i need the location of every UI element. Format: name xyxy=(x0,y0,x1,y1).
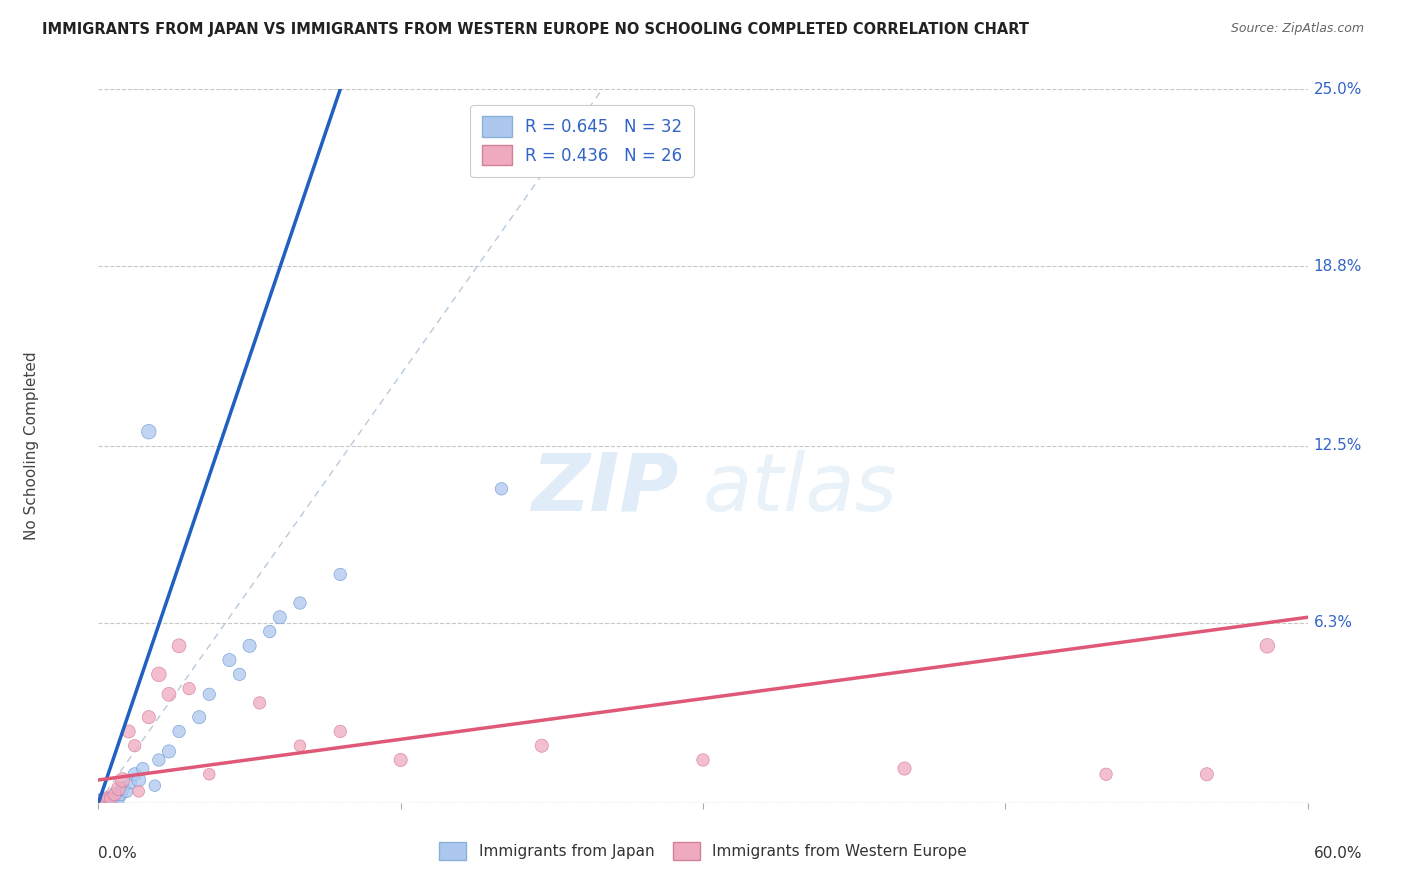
Point xyxy=(132,762,155,776)
Point xyxy=(530,739,553,753)
Point xyxy=(128,784,150,798)
Point xyxy=(111,772,134,787)
Point xyxy=(1095,767,1118,781)
Point xyxy=(188,710,211,724)
Point xyxy=(491,482,513,496)
Point xyxy=(103,787,125,801)
Point xyxy=(93,794,115,808)
Point xyxy=(91,793,114,807)
Legend: Immigrants from Japan, Immigrants from Western Europe: Immigrants from Japan, Immigrants from W… xyxy=(433,836,973,866)
Text: 18.8%: 18.8% xyxy=(1313,259,1362,274)
Point xyxy=(120,776,142,790)
Point xyxy=(96,790,118,805)
Point xyxy=(97,793,120,807)
Point xyxy=(89,794,111,808)
Point xyxy=(269,610,291,624)
Point xyxy=(1195,767,1218,781)
Point xyxy=(124,767,146,781)
Text: atlas: atlas xyxy=(703,450,898,528)
Point xyxy=(1256,639,1278,653)
Point xyxy=(101,793,124,807)
Point xyxy=(893,762,915,776)
Point xyxy=(138,710,160,724)
Point xyxy=(115,784,138,798)
Text: 60.0%: 60.0% xyxy=(1313,846,1362,861)
Point xyxy=(128,772,150,787)
Text: 12.5%: 12.5% xyxy=(1313,439,1362,453)
Text: 0.0%: 0.0% xyxy=(98,846,138,861)
Point xyxy=(143,779,166,793)
Point xyxy=(259,624,281,639)
Text: 25.0%: 25.0% xyxy=(1313,82,1362,96)
Point xyxy=(100,790,122,805)
Point xyxy=(179,681,201,696)
Point xyxy=(91,793,114,807)
Text: Source: ZipAtlas.com: Source: ZipAtlas.com xyxy=(1230,22,1364,36)
Point xyxy=(198,767,221,781)
Point xyxy=(148,753,170,767)
Point xyxy=(100,791,122,805)
Point xyxy=(198,687,221,701)
Point xyxy=(124,739,146,753)
Point xyxy=(288,739,311,753)
Text: 6.3%: 6.3% xyxy=(1313,615,1353,631)
Point xyxy=(107,781,129,796)
Point xyxy=(218,653,240,667)
Point xyxy=(329,724,352,739)
Point xyxy=(157,744,180,758)
Text: No Schooling Completed: No Schooling Completed xyxy=(24,351,39,541)
Point xyxy=(167,639,190,653)
Point xyxy=(89,794,111,808)
Point xyxy=(105,790,128,805)
Point xyxy=(288,596,311,610)
Point xyxy=(107,791,129,805)
Point xyxy=(138,425,160,439)
Point xyxy=(167,724,190,739)
Point xyxy=(692,753,714,767)
Text: IMMIGRANTS FROM JAPAN VS IMMIGRANTS FROM WESTERN EUROPE NO SCHOOLING COMPLETED C: IMMIGRANTS FROM JAPAN VS IMMIGRANTS FROM… xyxy=(42,22,1029,37)
Point xyxy=(96,791,118,805)
Point xyxy=(239,639,262,653)
Point xyxy=(249,696,271,710)
Point xyxy=(228,667,250,681)
Point xyxy=(148,667,170,681)
Point xyxy=(389,753,412,767)
Point xyxy=(103,787,125,801)
Point xyxy=(157,687,180,701)
Text: ZIP: ZIP xyxy=(531,450,679,528)
Point xyxy=(110,787,132,801)
Point xyxy=(111,781,134,796)
Point xyxy=(329,567,352,582)
Point xyxy=(118,724,141,739)
